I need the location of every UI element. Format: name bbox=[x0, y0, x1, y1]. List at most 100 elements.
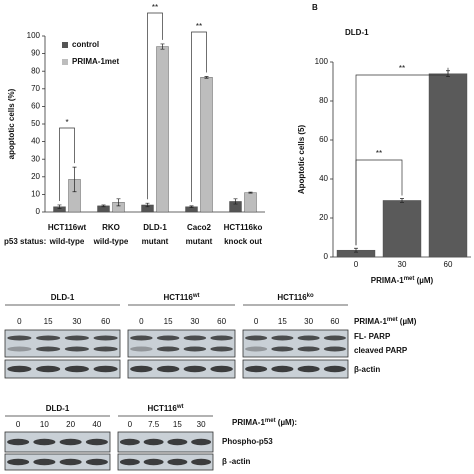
band bbox=[210, 346, 233, 352]
band bbox=[93, 346, 118, 352]
y-tick-label: 100 bbox=[27, 31, 41, 40]
row-label: Phospho-p53 bbox=[222, 437, 273, 446]
bracket bbox=[59, 127, 75, 201]
legend-label: control bbox=[72, 40, 99, 49]
lane-label: 0 bbox=[128, 420, 133, 429]
bracket bbox=[355, 67, 449, 246]
x-axis-label-part: PRIMA-1 bbox=[371, 276, 404, 285]
bar bbox=[428, 73, 468, 258]
lane-label: 15 bbox=[164, 317, 173, 326]
error-bar bbox=[57, 204, 62, 209]
y-tick-label: 20 bbox=[319, 213, 328, 222]
x-sublabel: mutant bbox=[142, 237, 169, 246]
panel-label: B bbox=[312, 3, 318, 12]
lane-label: 0 bbox=[17, 317, 22, 326]
band bbox=[7, 438, 30, 446]
y-tick-label: 50 bbox=[31, 119, 40, 128]
group-name-part: wt bbox=[192, 293, 200, 299]
treatment-label-part: (µM): bbox=[276, 418, 298, 427]
row-label: cleaved PARP bbox=[354, 346, 408, 355]
error-bar bbox=[204, 76, 209, 79]
band bbox=[85, 458, 108, 466]
bar bbox=[200, 77, 213, 213]
band bbox=[245, 335, 268, 341]
error-bar bbox=[189, 205, 194, 208]
treatment-label-part: met bbox=[265, 418, 276, 424]
band bbox=[156, 346, 180, 352]
band bbox=[130, 365, 153, 373]
error-bar bbox=[72, 166, 77, 193]
y-tick-label: 80 bbox=[31, 66, 40, 75]
lane-label: 15 bbox=[44, 317, 53, 326]
band bbox=[245, 365, 268, 373]
group-name: HCT116ko bbox=[277, 293, 314, 303]
band bbox=[167, 438, 188, 446]
x-tick-label: DLD-1 bbox=[143, 223, 167, 232]
significance-label: ** bbox=[152, 3, 158, 12]
x-tick-label: 60 bbox=[444, 260, 453, 269]
group-name-part: wt bbox=[176, 404, 184, 410]
group-name: DLD-1 bbox=[46, 404, 70, 413]
x-tick-label: Caco2 bbox=[187, 223, 212, 232]
band bbox=[93, 335, 118, 341]
x-sublabel: wild-type bbox=[49, 237, 85, 246]
y-axis-label: Apoptotic cells (5) bbox=[297, 124, 306, 194]
treatment-label: PRIMA-1met (µM) bbox=[354, 317, 417, 327]
y-axis-label: apoptotic cells (%) bbox=[7, 88, 16, 159]
x-tick-label: 30 bbox=[398, 260, 407, 269]
lane-label: 30 bbox=[190, 317, 199, 326]
band bbox=[191, 438, 212, 446]
group-name: HCT116wt bbox=[163, 293, 199, 303]
legend-swatch bbox=[62, 42, 68, 48]
error-bar bbox=[233, 198, 238, 205]
group-name-part: DLD-1 bbox=[46, 404, 70, 413]
blot-panel bbox=[4, 359, 121, 379]
band bbox=[297, 365, 320, 373]
band bbox=[59, 458, 82, 466]
significance-label: * bbox=[65, 118, 68, 127]
x-axis-label-part: met bbox=[404, 276, 415, 282]
y-tick-label: 30 bbox=[31, 154, 40, 163]
bar bbox=[156, 46, 169, 213]
band bbox=[167, 458, 188, 466]
band bbox=[323, 346, 346, 352]
blot-panel bbox=[127, 329, 236, 358]
band bbox=[183, 335, 207, 341]
lane-label: 0 bbox=[16, 420, 21, 429]
treatment-label-part: met bbox=[387, 317, 398, 323]
band bbox=[271, 346, 294, 352]
lane-label: 15 bbox=[278, 317, 287, 326]
lane-label: 60 bbox=[101, 317, 110, 326]
x-sublabel-title: p53 status: bbox=[4, 237, 46, 246]
band bbox=[143, 438, 164, 446]
lane-label: 60 bbox=[330, 317, 339, 326]
lane-label: 30 bbox=[72, 317, 81, 326]
lane-label: 30 bbox=[197, 420, 206, 429]
error-bar bbox=[248, 191, 253, 194]
chart-title: DLD-1 bbox=[345, 28, 369, 37]
y-tick-label: 10 bbox=[31, 190, 40, 199]
group-name-part: HCT116 bbox=[163, 293, 193, 302]
band bbox=[7, 346, 32, 352]
band bbox=[245, 346, 268, 352]
band bbox=[143, 458, 164, 466]
bar bbox=[382, 200, 422, 258]
band bbox=[130, 346, 153, 352]
bracket bbox=[191, 31, 207, 202]
lane-label: 15 bbox=[173, 420, 182, 429]
row-label: FL- PARP bbox=[354, 332, 391, 341]
band bbox=[93, 365, 118, 373]
band bbox=[210, 335, 233, 341]
band bbox=[210, 365, 233, 373]
significance-label: ** bbox=[399, 64, 405, 73]
band bbox=[119, 438, 140, 446]
blot-panel bbox=[127, 359, 236, 379]
x-sublabel: knock out bbox=[224, 237, 262, 246]
band bbox=[297, 335, 320, 341]
x-axis-label: PRIMA-1met (µM) bbox=[371, 276, 434, 286]
row-label: β -actin bbox=[222, 457, 251, 466]
x-sublabel: mutant bbox=[186, 237, 213, 246]
blot-panel bbox=[242, 359, 349, 379]
row-label: β-actin bbox=[354, 365, 380, 374]
